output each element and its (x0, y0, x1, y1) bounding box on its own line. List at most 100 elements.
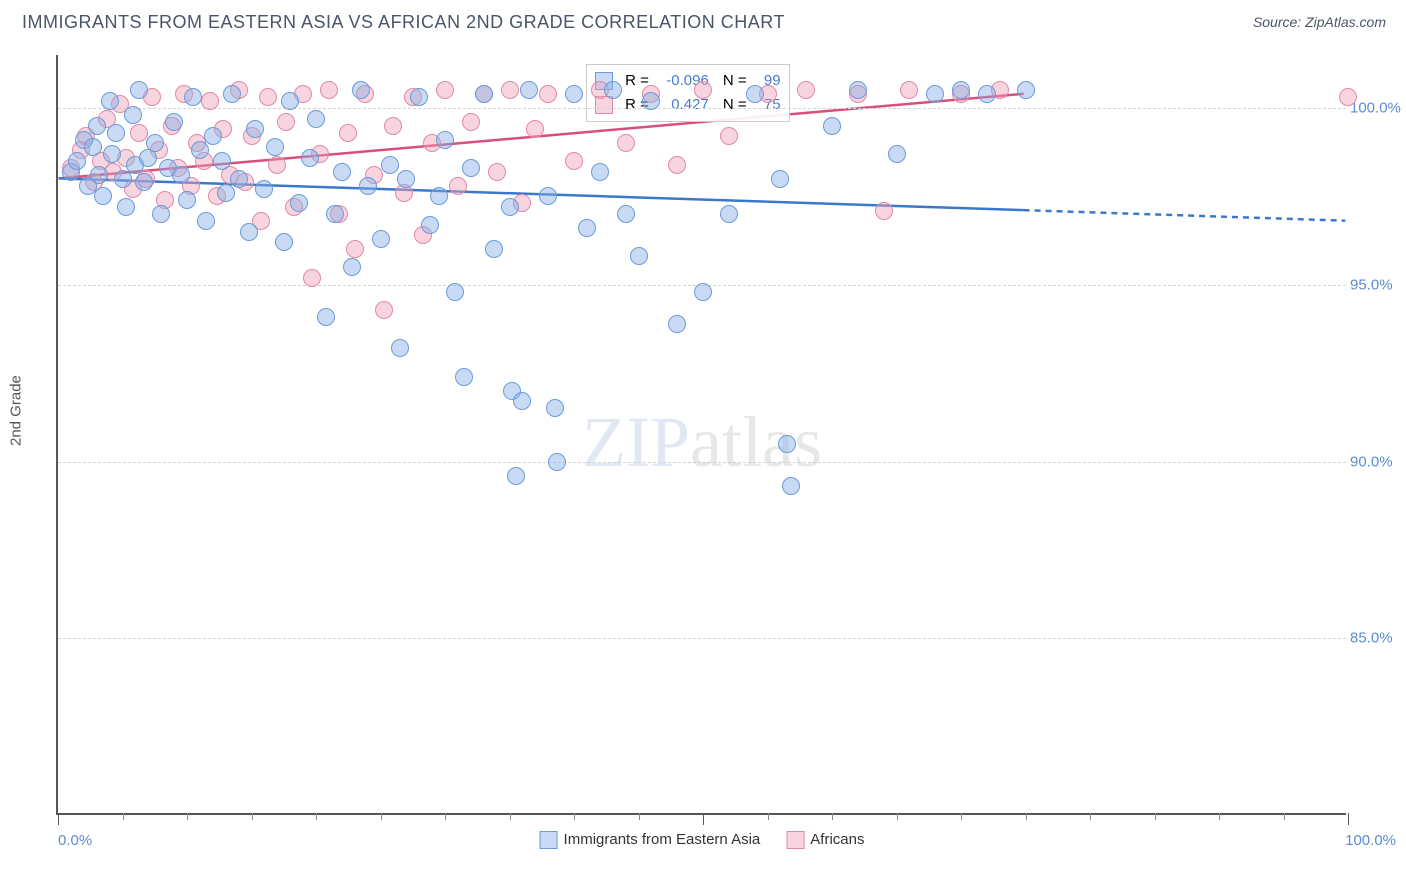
n-label: N = (723, 69, 747, 93)
series-a-point (849, 81, 867, 99)
series-a-point (84, 138, 102, 156)
series-a-point (410, 88, 428, 106)
series-a-point (290, 194, 308, 212)
series-a-point (926, 85, 944, 103)
series-a-point (513, 392, 531, 410)
series-a-point (421, 216, 439, 234)
plot-area: ZIPatlas 0.0% 100.0% Immigrants from Eas… (56, 55, 1346, 815)
series-b-point (565, 152, 583, 170)
series-a-point (223, 85, 241, 103)
x-tick-minor (381, 813, 382, 820)
legend-item: Immigrants from Eastern Asia (540, 831, 761, 849)
series-a-point (178, 191, 196, 209)
series-a-point (668, 315, 686, 333)
series-a-point (381, 156, 399, 174)
series-a-point (255, 180, 273, 198)
series-a-point (455, 368, 473, 386)
series-b-point (268, 156, 286, 174)
series-a-point (184, 88, 202, 106)
series-a-point (88, 117, 106, 135)
series-a-point (213, 152, 231, 170)
series-a-point (501, 198, 519, 216)
series-a-point (888, 145, 906, 163)
gridline (58, 462, 1346, 463)
series-a-point (539, 187, 557, 205)
x-tick-major (703, 813, 704, 825)
trend-lines (58, 55, 1346, 813)
x-tick-minor (316, 813, 317, 820)
series-a-point (507, 467, 525, 485)
series-a-point (146, 134, 164, 152)
series-a-point (301, 149, 319, 167)
series-a-point (397, 170, 415, 188)
series-a-point (1017, 81, 1035, 99)
y-tick-label: 95.0% (1350, 276, 1406, 293)
legend-item: Africans (786, 831, 864, 849)
series-a-point (475, 85, 493, 103)
series-a-point (135, 173, 153, 191)
series-b-point (539, 85, 557, 103)
series-a-point (694, 283, 712, 301)
series-a-point (591, 163, 609, 181)
gridline (58, 108, 1346, 109)
series-a-point (952, 81, 970, 99)
series-a-point (266, 138, 284, 156)
series-b-point (797, 81, 815, 99)
gridline (58, 638, 1346, 639)
series-a-point (823, 117, 841, 135)
series-a-point (197, 212, 215, 230)
series-a-point (778, 435, 796, 453)
series-a-point (333, 163, 351, 181)
x-axis-min-label: 0.0% (58, 832, 92, 849)
series-a-point (124, 106, 142, 124)
series-a-point (746, 85, 764, 103)
series-b-point (617, 134, 635, 152)
series-b-point (668, 156, 686, 174)
series-a-point (114, 170, 132, 188)
x-tick-minor (252, 813, 253, 820)
series-a-point (343, 258, 361, 276)
x-tick-major (1348, 813, 1349, 825)
series-b-point (259, 88, 277, 106)
series-a-point (152, 205, 170, 223)
x-tick-minor (1284, 813, 1285, 820)
x-tick-minor (1090, 813, 1091, 820)
series-a-point (782, 477, 800, 495)
x-tick-minor (445, 813, 446, 820)
series-a-point (771, 170, 789, 188)
y-tick-label: 100.0% (1350, 100, 1406, 117)
series-a-point (462, 159, 480, 177)
watermark-bold: ZIP (582, 402, 690, 482)
series-a-point (630, 247, 648, 265)
series-a-point (107, 124, 125, 142)
y-tick-label: 85.0% (1350, 630, 1406, 647)
series-b-point (900, 81, 918, 99)
series-b-point (303, 269, 321, 287)
series-a-point (446, 283, 464, 301)
watermark-light: atlas (690, 402, 822, 482)
series-a-point (430, 187, 448, 205)
legend-swatch (540, 831, 558, 849)
y-tick-label: 90.0% (1350, 453, 1406, 470)
legend-swatch (786, 831, 804, 849)
legend-label: Immigrants from Eastern Asia (564, 831, 761, 848)
x-axis-max-label: 100.0% (1345, 832, 1396, 849)
series-b-point (436, 81, 454, 99)
series-b-point (694, 81, 712, 99)
series-a-point (617, 205, 635, 223)
series-b-point (1339, 88, 1357, 106)
series-a-point (90, 166, 108, 184)
series-a-point (217, 184, 235, 202)
x-tick-minor (1026, 813, 1027, 820)
x-tick-minor (187, 813, 188, 820)
series-b-point (449, 177, 467, 195)
series-b-point (462, 113, 480, 131)
series-a-point (352, 81, 370, 99)
series-b-point (375, 301, 393, 319)
x-tick-minor (574, 813, 575, 820)
series-a-point (281, 92, 299, 110)
series-a-point (326, 205, 344, 223)
series-a-point (520, 81, 538, 99)
series-a-point (565, 85, 583, 103)
series-a-point (94, 187, 112, 205)
